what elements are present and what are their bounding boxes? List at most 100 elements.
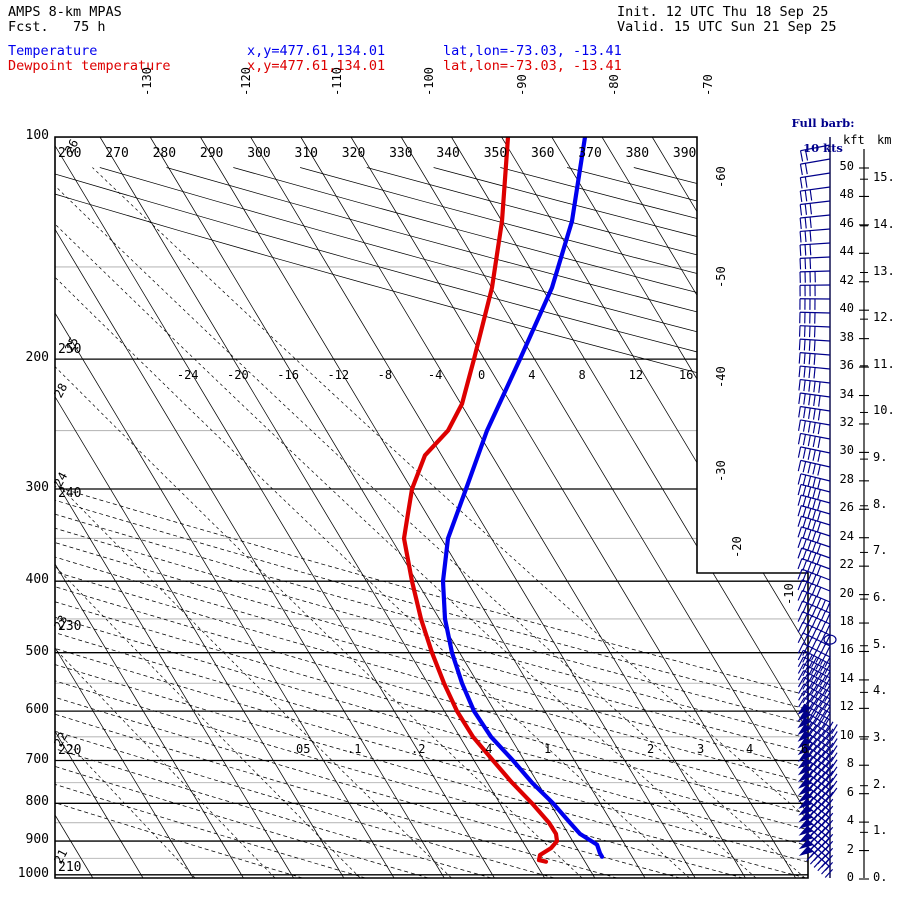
moist-adiabat xyxy=(55,539,806,878)
wind-barb xyxy=(797,473,831,490)
dry-adiabat xyxy=(500,167,808,350)
temperature-latlon: lat,lon=-73.03, -13.41 xyxy=(443,43,622,59)
temperature-tick-16: 16 xyxy=(678,368,694,383)
moist-adiabat xyxy=(55,673,303,878)
pressure-tick-1000: 1000 xyxy=(17,865,49,881)
isotherm-right--30: -30 xyxy=(714,460,728,482)
temperature-xy: x,y=477.61,134.01 xyxy=(247,43,386,59)
km-tick-14.: 14. xyxy=(873,216,895,231)
wind-barb xyxy=(797,600,831,624)
kft-tick-30: 30 xyxy=(839,443,854,458)
km-tick-7.: 7. xyxy=(873,543,888,558)
wind-barb xyxy=(798,405,831,421)
wind-barb xyxy=(798,365,831,379)
wind-barb xyxy=(799,214,831,229)
mixing-ratio-tick-.4: .4 xyxy=(478,741,493,756)
moist-adiabat xyxy=(55,377,808,831)
wind-barb xyxy=(799,186,831,203)
wind-barb xyxy=(799,270,831,283)
wind-barb xyxy=(797,446,831,462)
isotherm xyxy=(149,137,596,878)
km-tick-1.: 1. xyxy=(873,823,888,838)
theta-top-tick-310: 310 xyxy=(294,146,318,161)
pressure-tick-900: 900 xyxy=(25,832,49,848)
kft-tick-38: 38 xyxy=(839,329,854,344)
moist-adiabat xyxy=(55,397,808,846)
wind-barb xyxy=(797,558,831,577)
pressure-tick-200: 200 xyxy=(25,350,49,366)
wind-barb xyxy=(797,505,831,522)
wind-barb xyxy=(797,536,831,555)
wind-barb xyxy=(799,298,831,310)
temperature-tick-8: 8 xyxy=(578,368,586,383)
isotherm xyxy=(55,137,495,878)
dewpoint-xy: x,y=477.61,134.01 xyxy=(247,58,386,74)
wind-barb xyxy=(799,242,831,256)
isotherm xyxy=(99,137,545,878)
wind-barb xyxy=(797,568,831,587)
wind-barb xyxy=(797,547,831,566)
mixing-ratio-tick-6: 6 xyxy=(801,741,809,756)
mixing-ratio-line xyxy=(55,167,583,878)
kft-tick-26: 26 xyxy=(839,500,854,515)
moist-adiabat xyxy=(55,628,492,878)
isotherm xyxy=(350,137,796,878)
theta-left-tick-230: 230 xyxy=(58,619,82,634)
isotherm xyxy=(55,137,345,878)
km-tick-3.: 3. xyxy=(873,730,888,745)
kft-tick-2: 2 xyxy=(846,841,854,856)
isotherm xyxy=(55,137,294,878)
km-tick-0.: 0. xyxy=(873,870,888,884)
theta-top-tick-330: 330 xyxy=(389,146,413,161)
mixing-ratio-tick-3: 3 xyxy=(697,741,705,756)
pressure-tick-300: 300 xyxy=(25,480,49,496)
kft-tick-0: 0 xyxy=(846,870,854,884)
km-tick-9.: 9. xyxy=(873,450,888,465)
kft-tick-14: 14 xyxy=(839,670,854,685)
theta-top-tick-360: 360 xyxy=(531,146,555,161)
moist-adiabat xyxy=(55,417,808,874)
isotherm-right--10: -10 xyxy=(782,583,796,605)
isotherm-right--50: -50 xyxy=(714,266,728,288)
wind-barb xyxy=(797,579,831,598)
moist-adiabat xyxy=(55,452,808,878)
wind-barb-calm-circle xyxy=(823,634,837,645)
kft-tick-44: 44 xyxy=(839,244,854,259)
wind-barb xyxy=(799,311,831,324)
kft-tick-8: 8 xyxy=(846,756,854,771)
isotherm xyxy=(55,137,144,878)
theta-top-tick-370: 370 xyxy=(578,146,602,161)
dry-adiabat xyxy=(567,167,808,330)
theta-top-tick-340: 340 xyxy=(436,146,460,161)
mixing-ratio-line xyxy=(55,167,806,878)
wind-barb xyxy=(798,846,834,878)
model-title: AMPS 8-km MPAS xyxy=(8,4,122,20)
dewpoint-profile-curve xyxy=(401,137,560,864)
pressure-tick-600: 600 xyxy=(25,702,49,718)
isotherm xyxy=(55,137,395,878)
theta-top-tick-270: 270 xyxy=(105,146,129,161)
wind-barb xyxy=(797,483,831,501)
temperature-profile-curve xyxy=(440,137,605,859)
mixing-ratio-tick-.1: .1 xyxy=(347,741,362,756)
mixing-ratio-line xyxy=(55,306,452,878)
km-axis-header: km xyxy=(877,133,892,147)
moist-adiabat xyxy=(55,484,808,878)
wind-barb xyxy=(798,419,831,435)
wind-barb xyxy=(798,338,831,352)
wind-barb xyxy=(799,144,831,162)
kft-tick-36: 36 xyxy=(839,358,854,373)
dry-adiabat xyxy=(300,167,808,405)
wind-barb xyxy=(798,352,831,365)
theta-left-tick-220: 220 xyxy=(58,743,82,758)
isotherm-top--100: -100 xyxy=(422,67,436,96)
moist-adiabat xyxy=(55,468,808,878)
kft-tick-16: 16 xyxy=(839,642,854,657)
moist-adiabat xyxy=(55,377,808,815)
forecast-hour: Fcst. 75 h xyxy=(8,19,106,35)
wind-barb xyxy=(799,172,831,189)
km-tick-8.: 8. xyxy=(873,496,888,511)
moist-adiabat xyxy=(55,637,429,878)
isotherm-right--20: -20 xyxy=(730,536,744,558)
wind-barb xyxy=(799,284,831,297)
